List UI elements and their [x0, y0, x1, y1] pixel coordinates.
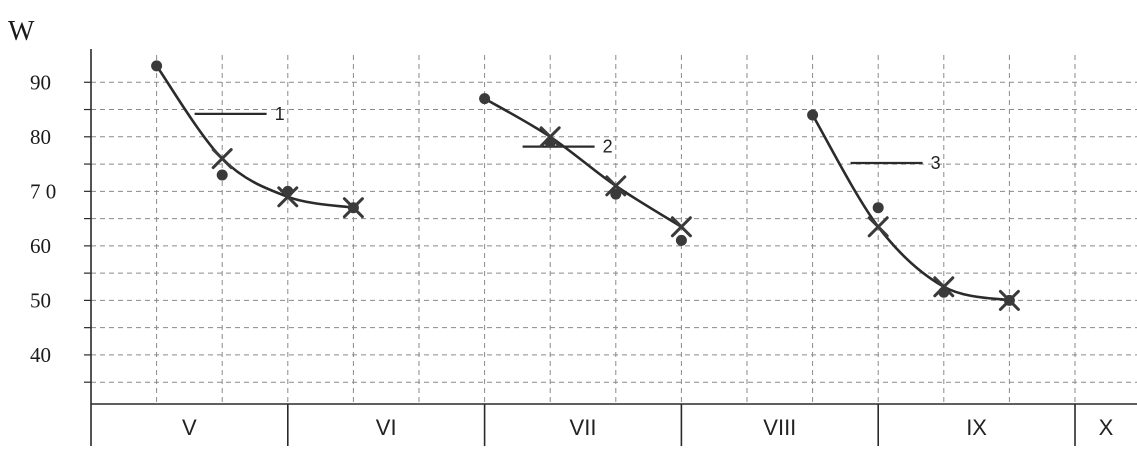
- axes: [84, 49, 1137, 446]
- data-point-cross: [867, 216, 889, 238]
- cross-stroke: [998, 289, 1020, 311]
- cross-stroke: [605, 175, 627, 197]
- y-tick-label: 40: [30, 343, 51, 367]
- y-tick-label: 50: [30, 288, 51, 312]
- cross-stroke: [867, 216, 889, 238]
- data-point-cross: [342, 197, 364, 219]
- cross-stroke: [933, 276, 955, 298]
- data-point-cross: [605, 175, 627, 197]
- month-label: V: [182, 415, 197, 440]
- data-point-cross: [670, 216, 692, 238]
- series-curve: [811, 114, 1010, 302]
- series: 1 2 3: [151, 60, 1020, 311]
- y-axis-label: W: [8, 16, 35, 47]
- y-tick-label: 90: [30, 70, 51, 94]
- series-label: 3: [931, 153, 941, 173]
- data-point-cross: [211, 148, 233, 170]
- data-point-cross: [998, 289, 1020, 311]
- data-point-cross: [277, 186, 299, 208]
- month-label: IX: [966, 415, 987, 440]
- month-labels: V VI VII VIII IX X: [182, 415, 1114, 440]
- data-point-dot: [610, 188, 622, 200]
- month-label: VII: [570, 415, 597, 440]
- data-point-cross: [539, 126, 561, 148]
- data-point-dot: [479, 93, 491, 105]
- series-curve: [483, 97, 683, 228]
- data-point-dot: [151, 60, 163, 72]
- y-tick-labels: 90 80 7 0 60 50 40: [30, 70, 56, 367]
- grid: [91, 55, 1137, 404]
- y-tick-label: 80: [30, 125, 51, 149]
- data-point-dot: [807, 109, 819, 121]
- cross-stroke: [211, 148, 233, 170]
- y-tick-label: 60: [30, 234, 51, 258]
- series-1: 1: [151, 60, 364, 219]
- series-curve: [155, 65, 354, 209]
- data-point-dot: [675, 234, 687, 246]
- series-label: 2: [603, 137, 613, 157]
- series-3: 3: [807, 109, 1020, 311]
- data-point-dot: [216, 169, 228, 181]
- y-tick-label: 7 0: [30, 179, 56, 203]
- month-label: X: [1099, 415, 1114, 440]
- cross-stroke: [342, 197, 364, 219]
- month-label: VI: [376, 415, 397, 440]
- data-point-dot: [872, 202, 884, 214]
- series-2: 2: [479, 93, 692, 246]
- cross-stroke: [277, 186, 299, 208]
- series-label: 1: [275, 104, 285, 124]
- month-label: VIII: [763, 415, 796, 440]
- cross-stroke: [539, 126, 561, 148]
- data-point-cross: [933, 276, 955, 298]
- cross-stroke: [670, 216, 692, 238]
